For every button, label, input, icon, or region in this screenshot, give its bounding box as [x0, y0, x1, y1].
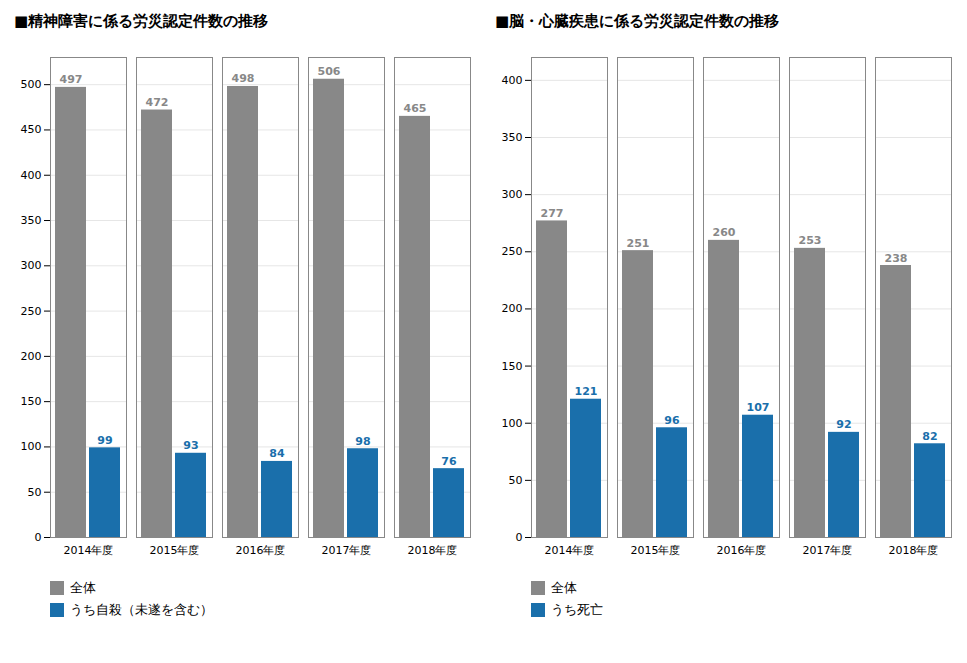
- svg-text:82: 82: [922, 430, 937, 443]
- html-text:全体: 全体: [551, 580, 577, 595]
- svg-text:93: 93: [183, 439, 198, 452]
- svg-text:497: 497: [60, 73, 83, 86]
- html-text:うち自殺（未遂を含む）: うち自殺（未遂を含む）: [70, 602, 213, 617]
- svg-text:200: 200: [21, 350, 42, 363]
- svg-text:100: 100: [21, 440, 42, 453]
- svg-text:2014年度: 2014年度: [64, 544, 114, 557]
- svg-text:150: 150: [502, 360, 523, 373]
- svg-text:84: 84: [269, 447, 285, 460]
- svg-text:250: 250: [502, 245, 523, 258]
- svg-text:2018年度: 2018年度: [408, 544, 458, 557]
- svg-text:2016年度: 2016年度: [236, 544, 286, 557]
- html-text:全体: 全体: [70, 580, 96, 595]
- svg-text:2016年度: 2016年度: [717, 544, 767, 557]
- svg-text:450: 450: [21, 123, 42, 136]
- svg-text:2015年度: 2015年度: [631, 544, 681, 557]
- html-text:■脳・心臓疾患に係る労災認定件数の推移: ■脳・心臓疾患に係る労災認定件数の推移: [495, 12, 780, 30]
- svg-text:260: 260: [713, 226, 736, 239]
- svg-text:253: 253: [799, 234, 822, 247]
- svg-text:200: 200: [502, 302, 523, 315]
- svg-text:0: 0: [35, 531, 42, 544]
- svg-text:400: 400: [502, 74, 523, 87]
- svg-text:498: 498: [232, 72, 255, 85]
- svg-text:238: 238: [885, 252, 908, 265]
- svg-text:250: 250: [21, 305, 42, 318]
- svg-text:98: 98: [355, 435, 370, 448]
- svg-text:350: 350: [21, 214, 42, 227]
- svg-text:277: 277: [541, 207, 564, 220]
- svg-text:506: 506: [318, 65, 341, 78]
- svg-text:472: 472: [146, 96, 169, 109]
- svg-text:2018年度: 2018年度: [889, 544, 939, 557]
- svg-text:50: 50: [509, 474, 523, 487]
- svg-text:251: 251: [627, 237, 650, 250]
- svg-text:76: 76: [441, 455, 457, 468]
- svg-text:150: 150: [21, 395, 42, 408]
- html-text:うち死亡: うち死亡: [551, 602, 603, 617]
- html-text:■精神障害に係る労災認定件数の推移: ■精神障害に係る労災認定件数の推移: [14, 12, 269, 30]
- svg-text:2014年度: 2014年度: [545, 544, 595, 557]
- svg-text:500: 500: [21, 78, 42, 91]
- svg-text:2017年度: 2017年度: [322, 544, 372, 557]
- svg-text:107: 107: [747, 401, 770, 414]
- svg-text:96: 96: [664, 414, 680, 427]
- svg-text:121: 121: [575, 385, 598, 398]
- svg-text:400: 400: [21, 169, 42, 182]
- svg-text:300: 300: [502, 188, 523, 201]
- svg-text:350: 350: [502, 131, 523, 144]
- svg-text:0: 0: [516, 531, 523, 544]
- svg-text:92: 92: [836, 418, 851, 431]
- svg-text:100: 100: [502, 417, 523, 430]
- svg-text:300: 300: [21, 259, 42, 272]
- svg-text:99: 99: [97, 434, 112, 447]
- svg-text:2015年度: 2015年度: [150, 544, 200, 557]
- svg-text:465: 465: [404, 102, 427, 115]
- svg-text:50: 50: [28, 486, 42, 499]
- svg-text:2017年度: 2017年度: [803, 544, 853, 557]
